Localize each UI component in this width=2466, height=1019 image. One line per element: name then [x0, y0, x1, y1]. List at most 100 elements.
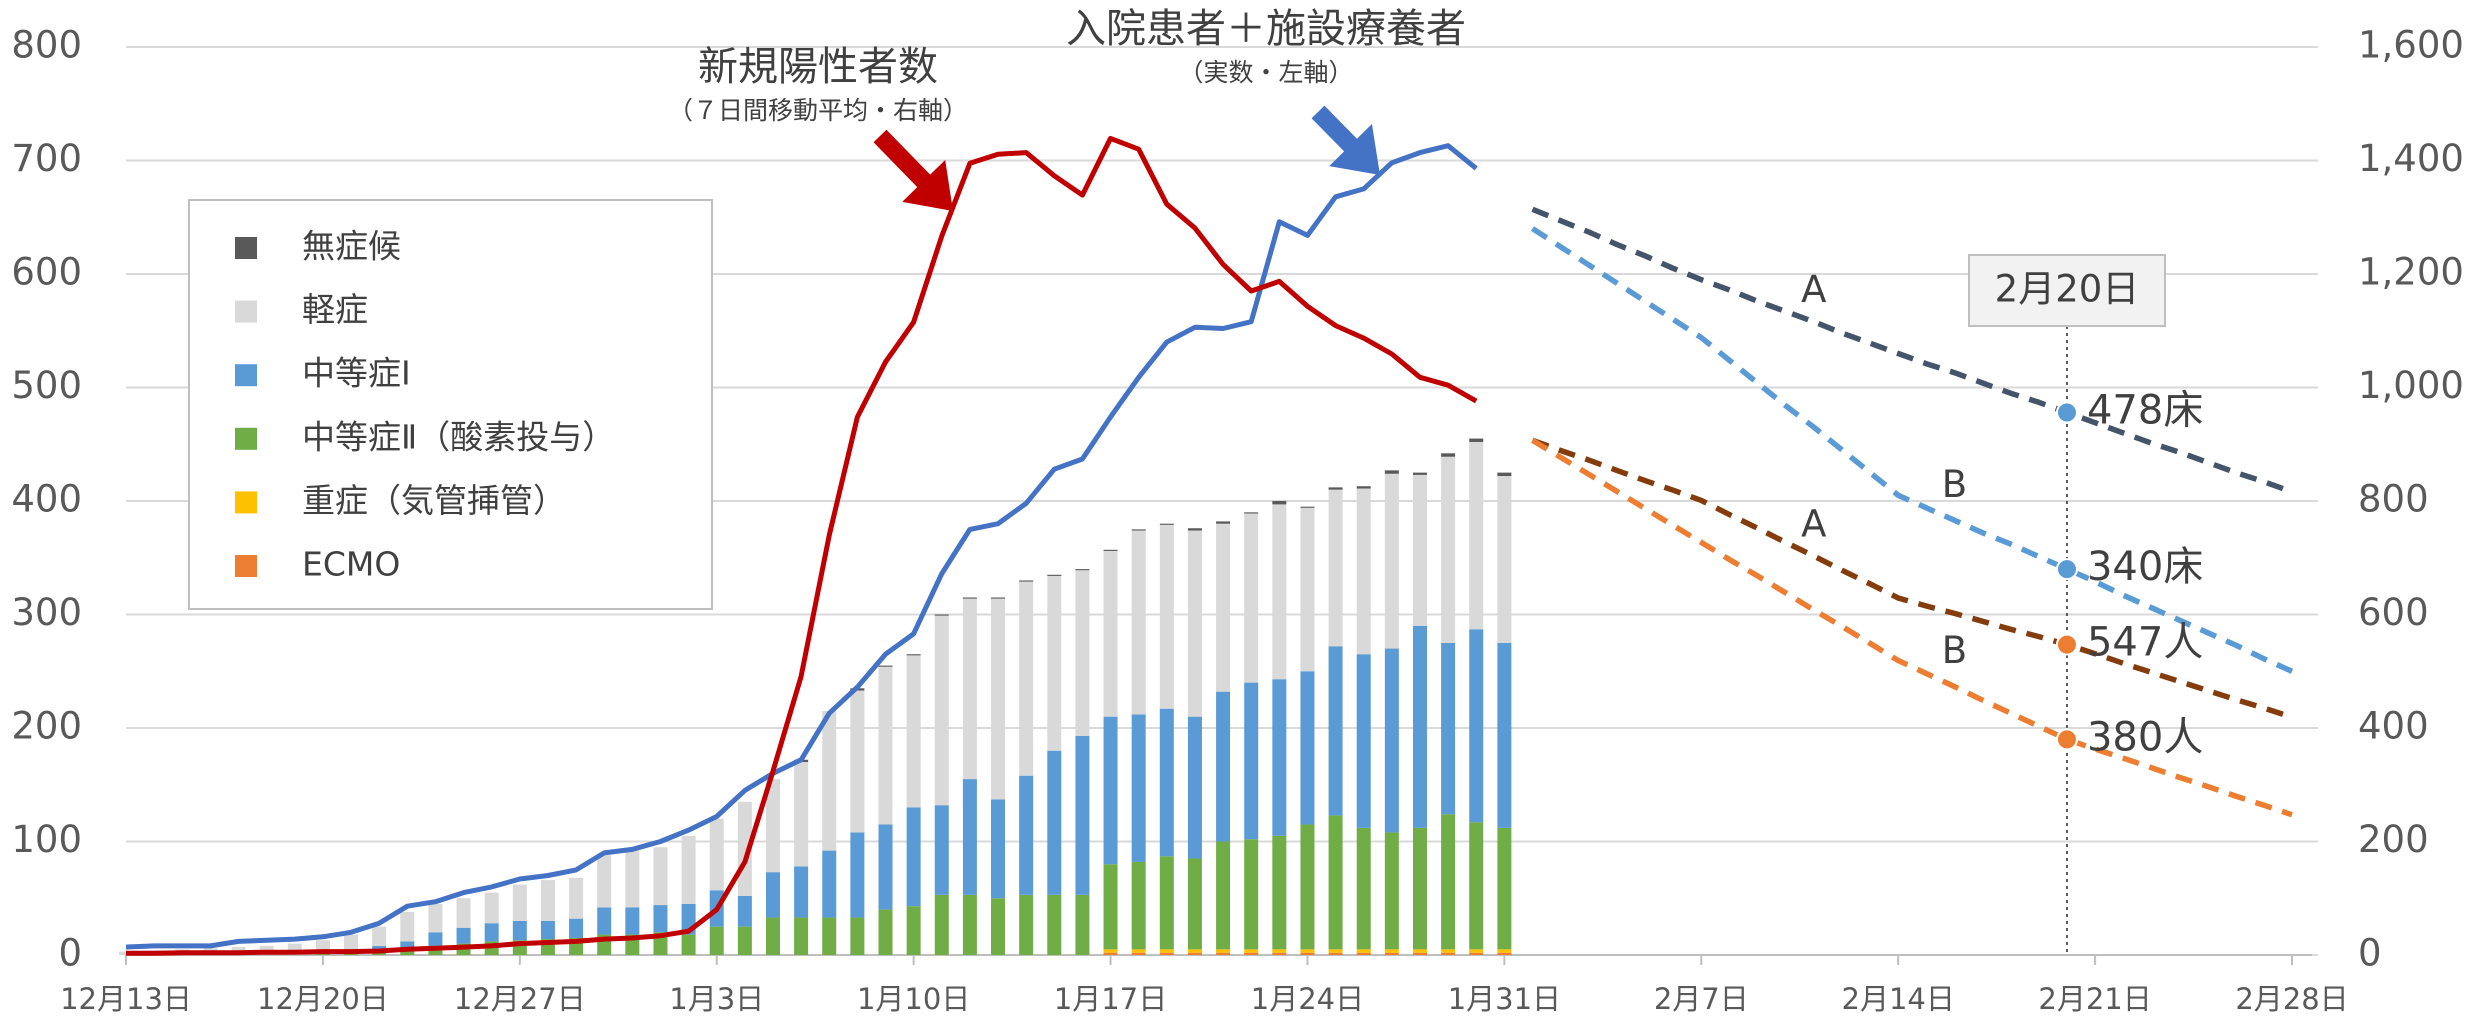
bar-segment: [962, 779, 977, 895]
x-tick-label: 1月31日: [1448, 982, 1561, 1016]
series-label: B: [1942, 629, 1967, 672]
bar-segment: [287, 943, 302, 955]
bar-segment: [765, 872, 780, 918]
bar-segment: [428, 932, 443, 946]
bar-segment: [400, 949, 415, 955]
y-tick-label: 800: [11, 24, 82, 67]
bar-segment: [794, 917, 809, 955]
annotation-note: （７日間移動平均・右軸）: [668, 96, 968, 125]
x-tick-label: 2月21日: [2038, 982, 2151, 1016]
bar-segment: [1328, 815, 1343, 950]
bar-segment: [991, 597, 1006, 599]
bar-segment: [1244, 839, 1259, 950]
bar-segment: [1469, 822, 1484, 950]
bar-segment: [934, 805, 949, 895]
x-tick-label: 2月14日: [1842, 982, 1955, 1016]
bar-segment: [737, 926, 752, 955]
bar-segment: [1300, 506, 1315, 508]
bar-segment: [1356, 488, 1371, 655]
bar-segment: [1412, 952, 1427, 955]
bar-segment: [1159, 949, 1174, 953]
bar-segment: [315, 953, 330, 955]
bar-segment: [1103, 949, 1118, 953]
bar-segment: [1131, 949, 1146, 953]
bar-segment: [1356, 949, 1371, 953]
bar-segment: [962, 597, 977, 599]
reference-box: [1967, 254, 2166, 327]
bar-segment: [794, 866, 809, 918]
bar-segment: [1216, 952, 1231, 955]
bar-segment: [1328, 489, 1343, 647]
bar-segment: [1244, 949, 1259, 953]
bar-segment: [681, 934, 696, 955]
bar-segment: [822, 850, 837, 918]
projection-line: [1531, 437, 2293, 818]
data-line: [126, 135, 1478, 956]
bar-segment: [1441, 952, 1456, 955]
y-tick-label: 400: [11, 478, 82, 521]
bar-segment: [934, 894, 949, 955]
bar-segment: [484, 923, 499, 942]
bar-segment: [569, 877, 584, 919]
marker: [2055, 558, 2078, 581]
bar-segment: [1019, 581, 1034, 776]
bar-segment: [1103, 550, 1118, 717]
legend-swatch: [235, 300, 257, 323]
bar-segment: [765, 779, 780, 873]
bar-segment: [1159, 856, 1174, 950]
bar-segment: [1075, 570, 1090, 736]
bar-segment: [1272, 952, 1287, 955]
x-tick-label: 12月20日: [257, 982, 389, 1016]
bar-segment: [1469, 438, 1484, 442]
bar-segment: [1412, 827, 1427, 950]
bar-segment: [822, 710, 837, 851]
annotation-title: 新規陽性者数: [698, 44, 938, 90]
x-tick-label: 2月28日: [2235, 982, 2348, 1016]
reference-label: 2月20日: [1995, 268, 2140, 311]
legend-label: ECMO: [302, 545, 400, 584]
bar-segment: [1159, 708, 1174, 857]
bar-segment: [1497, 952, 1512, 955]
bar-segment: [653, 905, 668, 933]
bar-segment: [1187, 716, 1202, 859]
bar-segment: [1272, 501, 1287, 505]
x-tick-label: 1月3日: [669, 982, 764, 1016]
bar-segment: [850, 690, 865, 833]
bar-segment: [1216, 523, 1231, 692]
y-tick-label: 300: [11, 591, 82, 634]
bar-segment: [1131, 714, 1146, 862]
bar-segment: [456, 927, 471, 944]
y-tick-label: 200: [11, 705, 82, 748]
y2-tick-label: 1,400: [2358, 137, 2464, 180]
bar-segment: [1272, 504, 1287, 680]
legend-label: 軽症: [302, 290, 368, 329]
y2-tick-label: 400: [2358, 705, 2429, 748]
legend-swatch: [235, 491, 257, 514]
bar-segment: [1244, 513, 1259, 683]
bar-segment: [1441, 814, 1456, 950]
bar-segment: [1497, 827, 1512, 950]
bar-segment: [1384, 832, 1399, 950]
bar-segment: [991, 898, 1006, 955]
marker: [2055, 728, 2078, 751]
bar-segment: [906, 655, 921, 808]
y2-tick-label: 1,000: [2358, 364, 2464, 407]
bar-segment: [1300, 507, 1315, 672]
bar-segment: [540, 920, 555, 940]
bar-segment: [1356, 952, 1371, 955]
x-tick-label: 12月13日: [60, 982, 192, 1016]
bar-segment: [1019, 775, 1034, 895]
bar-segment: [1131, 530, 1146, 715]
bar-segment: [681, 835, 696, 904]
y-tick-label: 700: [11, 137, 82, 180]
bar-segment: [1469, 949, 1484, 953]
marker: [2055, 633, 2078, 656]
bar-segment: [709, 926, 724, 955]
y-tick-label: 100: [11, 818, 82, 861]
overlay: 入院患者＋施設療養者 （実数・左軸） 新規陽性者数 （７日間移動平均・右軸） A B A B 2…: [188, 6, 2203, 760]
bar-segment: [991, 598, 1006, 800]
bar-segment: [878, 665, 893, 667]
bar-segment: [1384, 473, 1399, 649]
value-label: 478床: [2087, 387, 2203, 433]
bar-segment: [709, 818, 724, 891]
